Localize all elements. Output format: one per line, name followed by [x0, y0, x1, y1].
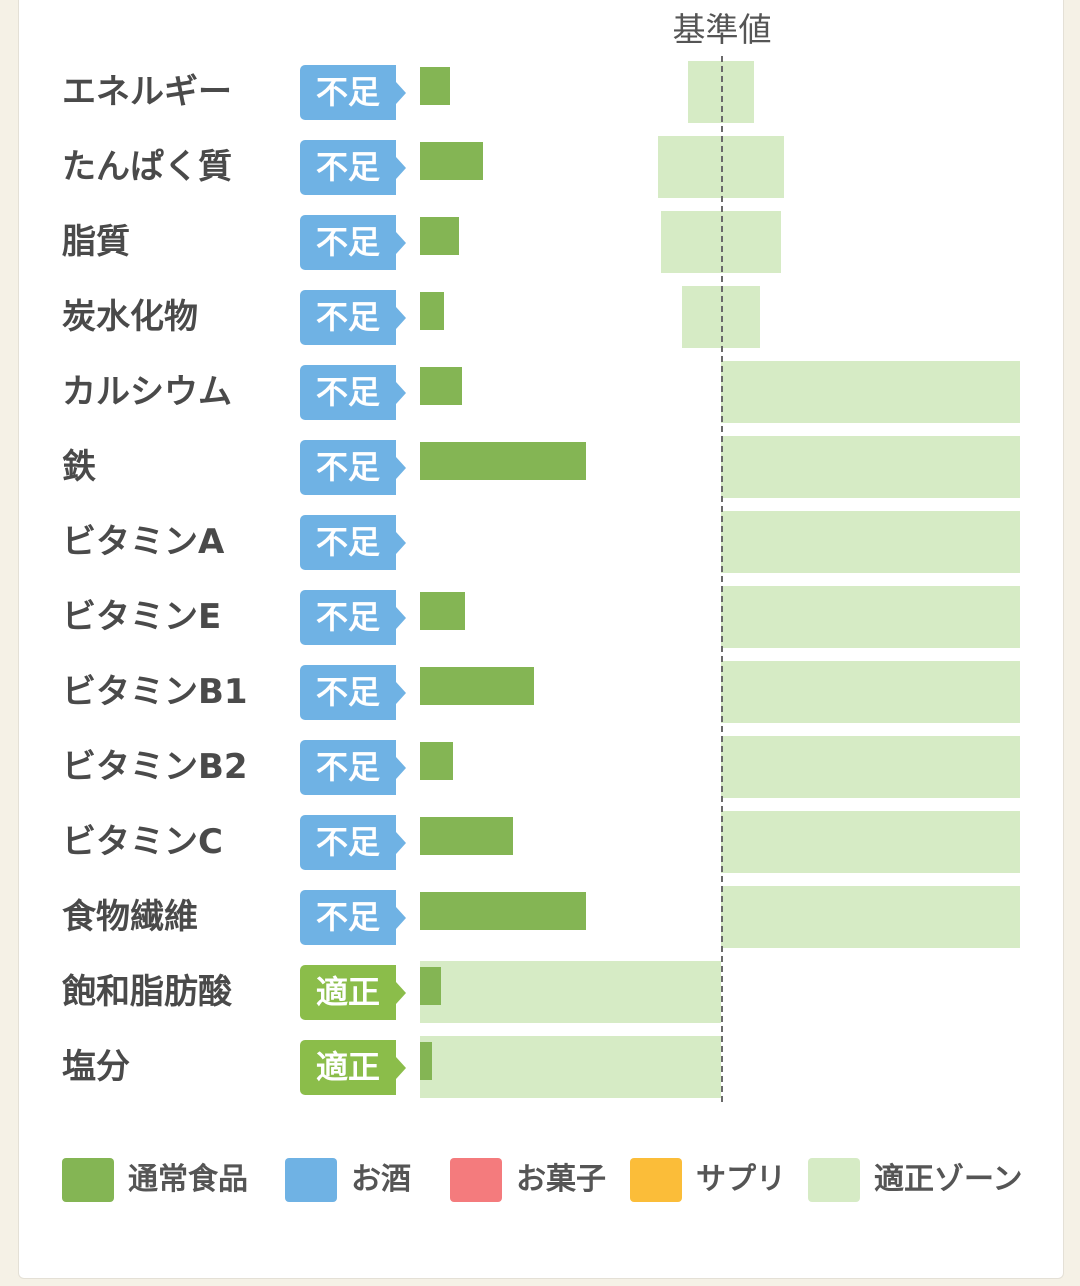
bar-normal-food [420, 67, 451, 105]
legend-swatch [630, 1158, 682, 1202]
proper-zone [687, 61, 755, 123]
proper-zone [420, 961, 721, 1023]
nutrient-label: ビタミンC [62, 822, 223, 862]
bar-normal-food [420, 292, 445, 330]
bar-normal-food [420, 142, 484, 180]
proper-zone [721, 736, 1020, 798]
bar-normal-food [420, 967, 442, 1005]
status-badge: 不足 [300, 65, 406, 120]
proper-zone [721, 586, 1020, 648]
bar-normal-food [420, 217, 460, 255]
chart-row: 脂質 不足 [0, 205, 1080, 280]
chart-legend: 通常食品 お酒 お菓子 サプリ 適正ゾーン [0, 1155, 1080, 1205]
status-badge: 不足 [300, 815, 406, 870]
status-badge: 不足 [300, 740, 406, 795]
bar-normal-food [420, 592, 466, 630]
legend-swatch [62, 1158, 114, 1202]
status-badge: 不足 [300, 365, 406, 420]
chart-row: ビタミンA 不足 [0, 505, 1080, 580]
status-badge: 不足 [300, 890, 406, 945]
proper-zone [721, 811, 1020, 873]
nutrient-label: たんぱく質 [62, 147, 232, 187]
nutrient-label: 塩分 [62, 1047, 130, 1087]
status-badge: 不足 [300, 140, 406, 195]
legend-swatch [450, 1158, 502, 1202]
status-badge: 適正 [300, 965, 406, 1020]
proper-zone [681, 286, 761, 348]
legend-label: サプリ [696, 1162, 786, 1197]
chart-row: 食物繊維 不足 [0, 880, 1080, 955]
legend-label: 通常食品 [128, 1162, 248, 1197]
nutrient-label: ビタミンB2 [62, 747, 248, 787]
nutrient-label: 炭水化物 [62, 297, 198, 337]
legend-label: お菓子 [516, 1162, 606, 1197]
nutrient-label: カルシウム [62, 372, 232, 412]
legend-swatch [808, 1158, 860, 1202]
chart-row: カルシウム 不足 [0, 355, 1080, 430]
chart-row: 鉄 不足 [0, 430, 1080, 505]
proper-zone [420, 1036, 721, 1098]
chart-row: ビタミンC 不足 [0, 805, 1080, 880]
status-badge: 不足 [300, 665, 406, 720]
bar-normal-food [420, 667, 535, 705]
nutrient-label: 鉄 [62, 447, 96, 487]
proper-zone [721, 661, 1020, 723]
proper-zone [657, 136, 785, 198]
chart-row: 炭水化物 不足 [0, 280, 1080, 355]
chart-row: 飽和脂肪酸 適正 [0, 955, 1080, 1030]
bar-normal-food [420, 742, 454, 780]
chart-row: 塩分 適正 [0, 1030, 1080, 1105]
nutrient-label: ビタミンE [62, 597, 222, 637]
proper-zone [721, 361, 1020, 423]
nutrient-label: エネルギー [62, 72, 232, 112]
chart-row: たんぱく質 不足 [0, 130, 1080, 205]
status-badge: 不足 [300, 290, 406, 345]
status-badge: 適正 [300, 1040, 406, 1095]
bar-normal-food [420, 892, 586, 930]
nutrient-label: 食物繊維 [62, 897, 198, 937]
nutrient-label: ビタミンA [62, 522, 225, 562]
chart-row: ビタミンB1 不足 [0, 655, 1080, 730]
legend-label: 適正ゾーン [874, 1162, 1023, 1197]
nutrient-label: ビタミンB1 [62, 672, 248, 712]
status-badge: 不足 [300, 590, 406, 645]
reference-line [721, 56, 723, 1102]
status-badge: 不足 [300, 440, 406, 495]
proper-zone [721, 511, 1020, 573]
bar-normal-food [420, 1042, 433, 1080]
bar-normal-food [420, 367, 463, 405]
bar-normal-food [420, 817, 514, 855]
bar-normal-food [420, 442, 586, 480]
proper-zone [660, 211, 782, 273]
nutrient-label: 脂質 [62, 222, 130, 262]
nutrition-chart: 基準値 エネルギー 不足 たんぱく質 不足 脂質 不足 炭水化物 不足 カルシウム 不足鉄不足 ビタ… [0, 10, 1080, 1105]
chart-row: ビタミンB2 不足 [0, 730, 1080, 805]
status-badge: 不足 [300, 515, 406, 570]
reference-label: 基準値 [672, 10, 772, 49]
status-badge: 不足 [300, 215, 406, 270]
nutrient-label: 飽和脂肪酸 [62, 972, 232, 1012]
legend-label: お酒 [351, 1162, 411, 1197]
legend-swatch [285, 1158, 337, 1202]
chart-row: ビタミンE 不足 [0, 580, 1080, 655]
chart-row: エネルギー 不足 [0, 55, 1080, 130]
proper-zone [721, 886, 1020, 948]
proper-zone [721, 436, 1020, 498]
